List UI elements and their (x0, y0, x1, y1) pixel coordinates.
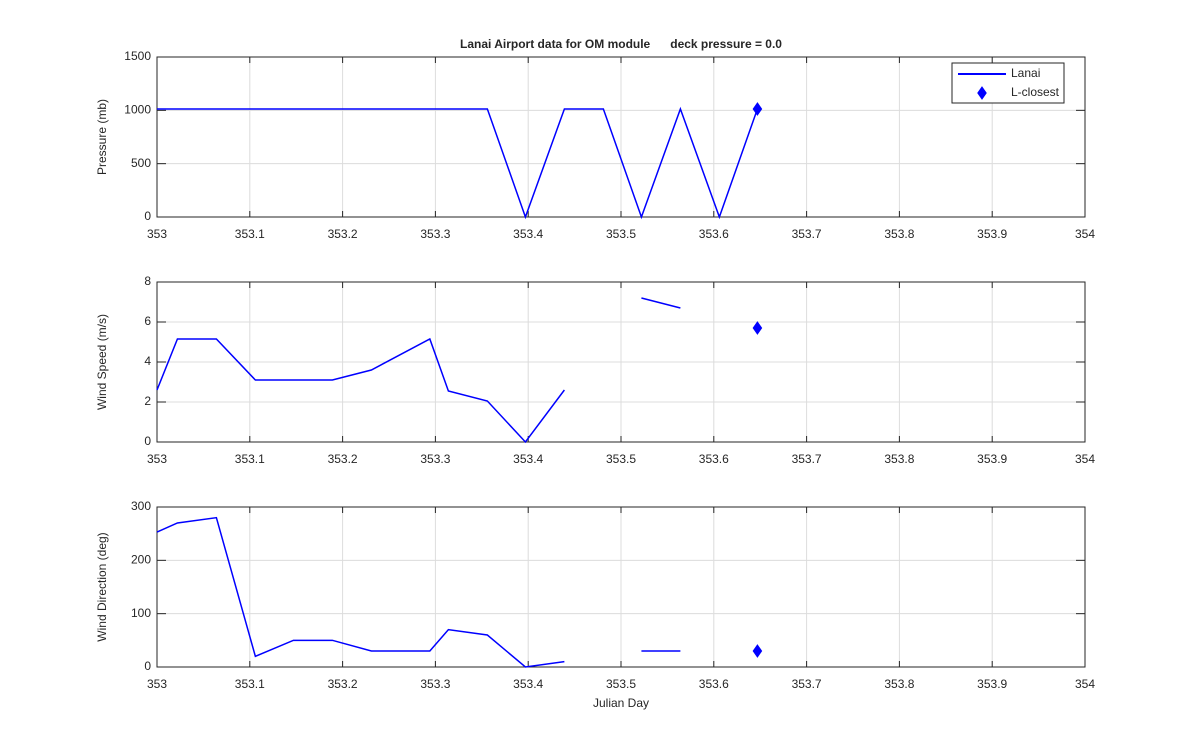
legend-label: Lanai (1011, 66, 1040, 80)
axes-box (156, 56, 1086, 218)
x-tick-label: 353.7 (792, 227, 822, 241)
y-axis-label: Wind Speed (m/s) (95, 314, 109, 410)
axes-box (156, 506, 1086, 668)
y-tick-label: 8 (144, 274, 151, 288)
x-tick-label: 353.7 (792, 452, 822, 466)
x-tick-label: 353.5 (606, 452, 636, 466)
y-tick-label: 200 (131, 553, 151, 567)
y-tick-label: 1000 (124, 103, 151, 117)
chart-title: Lanai Airport data for OM module deck pr… (460, 37, 782, 51)
y-tick-label: 0 (144, 659, 151, 673)
data-line (157, 106, 759, 220)
x-tick-label: 353.1 (235, 452, 265, 466)
y-tick-label: 0 (144, 434, 151, 448)
x-tick-label: 353.2 (328, 677, 358, 691)
x-tick-label: 353.5 (606, 677, 636, 691)
x-tick-label: 353.8 (884, 227, 914, 241)
marker (752, 644, 763, 658)
x-tick-label: 353.9 (977, 227, 1007, 241)
x-tick-label: 354 (1075, 452, 1095, 466)
legend-marker (977, 86, 987, 100)
marker (752, 102, 763, 116)
y-tick-label: 1500 (124, 49, 151, 63)
y-tick-label: 2 (144, 394, 151, 408)
y-tick-label: 0 (144, 209, 151, 223)
x-tick-label: 353.6 (699, 677, 729, 691)
x-tick-label: 353.1 (235, 677, 265, 691)
x-tick-label: 353.8 (884, 452, 914, 466)
axes-box (156, 281, 1086, 443)
x-axis-label: Julian Day (593, 696, 649, 710)
x-tick-label: 353.9 (977, 677, 1007, 691)
y-axis-label: Pressure (mb) (95, 99, 109, 175)
x-tick-label: 353.5 (606, 227, 636, 241)
x-tick-label: 353.4 (513, 677, 543, 691)
legend-box (951, 62, 1065, 104)
data-line (156, 516, 681, 668)
x-tick-label: 353.9 (977, 452, 1007, 466)
x-tick-label: 353.7 (792, 677, 822, 691)
x-tick-label: 353.8 (884, 677, 914, 691)
y-axis-label: Wind Direction (deg) (95, 532, 109, 641)
x-tick-label: 353.3 (420, 452, 450, 466)
data-line (156, 297, 681, 444)
x-tick-label: 354 (1075, 677, 1095, 691)
y-tick-label: 500 (131, 156, 151, 170)
x-tick-label: 353 (147, 452, 167, 466)
y-tick-label: 4 (144, 354, 151, 368)
x-tick-label: 353.3 (420, 677, 450, 691)
x-tick-label: 353 (147, 677, 167, 691)
x-tick-label: 353.2 (328, 227, 358, 241)
x-tick-label: 353.6 (699, 452, 729, 466)
y-tick-label: 300 (131, 499, 151, 513)
x-tick-label: 353 (147, 227, 167, 241)
x-tick-label: 353.3 (420, 227, 450, 241)
y-tick-label: 6 (144, 314, 151, 328)
legend-label: L-closest (1011, 85, 1060, 99)
marker (752, 321, 763, 335)
x-tick-label: 353.6 (699, 227, 729, 241)
x-tick-label: 353.2 (328, 452, 358, 466)
x-tick-label: 353.4 (513, 452, 543, 466)
y-tick-label: 100 (131, 606, 151, 620)
x-tick-label: 353.4 (513, 227, 543, 241)
x-tick-label: 353.1 (235, 227, 265, 241)
x-tick-label: 354 (1075, 227, 1095, 241)
